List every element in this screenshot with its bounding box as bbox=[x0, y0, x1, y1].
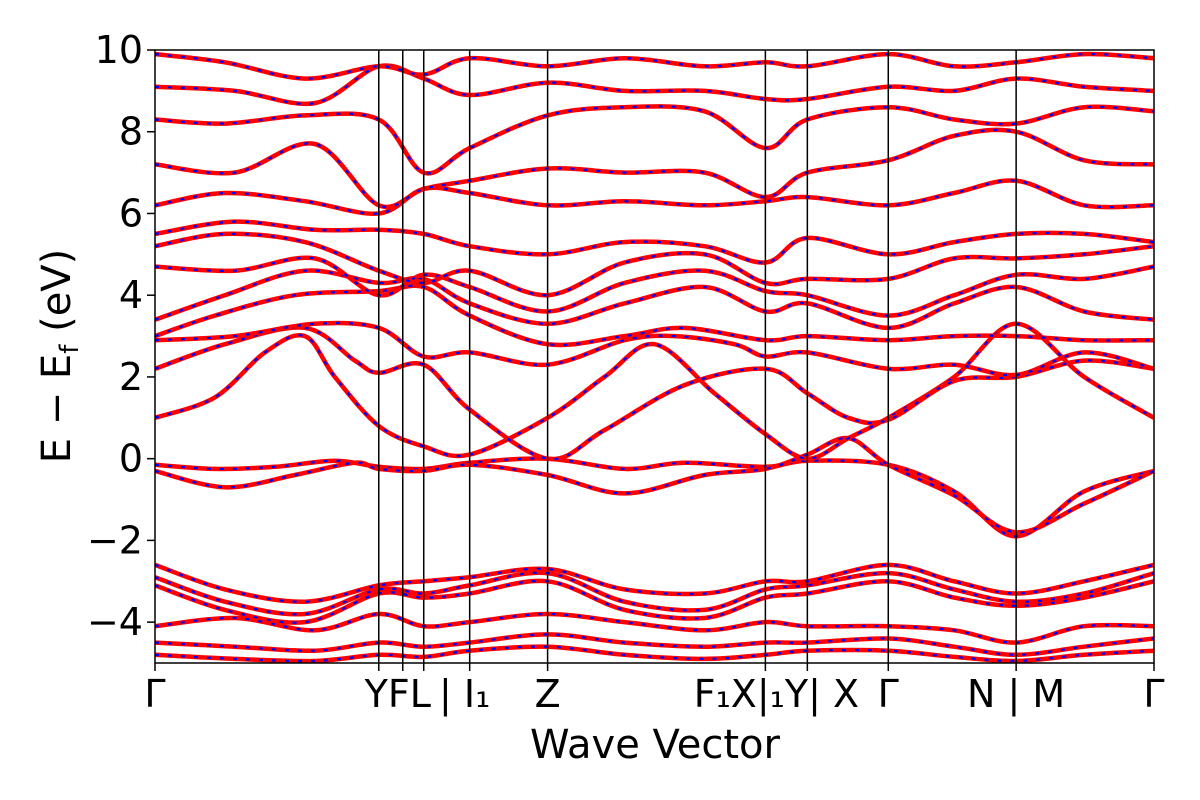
band-line-dashed bbox=[155, 220, 1154, 264]
x-tick-label: N | M bbox=[967, 672, 1065, 717]
band-line-dashed bbox=[155, 457, 1154, 538]
y-tick-label: 0 bbox=[119, 437, 143, 481]
band-line-solid bbox=[155, 321, 1154, 461]
band-line-dashed bbox=[155, 326, 1154, 461]
plot-frame bbox=[154, 49, 1155, 664]
band-line-dashed bbox=[155, 284, 1154, 347]
y-tick-label: −4 bbox=[87, 600, 143, 644]
band-line-dashed bbox=[155, 437, 1154, 534]
band-line-dashed bbox=[155, 256, 1154, 317]
y-tick-label: 10 bbox=[95, 28, 143, 72]
band-line-dashed bbox=[155, 321, 1154, 377]
y-tick-label: 6 bbox=[119, 191, 143, 235]
band-line-solid bbox=[155, 611, 1154, 645]
band-line-solid bbox=[155, 632, 1154, 658]
x-tick-label: F₁X|₁Y| X bbox=[694, 672, 859, 717]
y-axis-label: E − Ef (eV) bbox=[34, 249, 85, 464]
y-tick-label: 8 bbox=[119, 110, 143, 154]
x-tick-label: Γ bbox=[1143, 672, 1164, 716]
x-tick-label: Γ bbox=[144, 672, 165, 716]
band-line-solid bbox=[155, 562, 1154, 604]
band-line-solid bbox=[155, 178, 1154, 216]
band-line-dashed bbox=[155, 64, 1154, 105]
y-tick-label: 4 bbox=[119, 273, 143, 317]
kpoint-separator-lines bbox=[378, 50, 1017, 663]
x-tick-label: | I₁ bbox=[439, 672, 490, 717]
band-line-solid bbox=[155, 63, 1154, 107]
band-line-solid bbox=[155, 435, 1154, 535]
band-line-dashed bbox=[155, 52, 1154, 80]
x-axis-label: Wave Vector bbox=[530, 722, 781, 768]
band-line-dashed bbox=[155, 105, 1154, 175]
band-line-dashed bbox=[155, 322, 1154, 460]
band-line-solid bbox=[155, 570, 1154, 617]
band-line-solid bbox=[155, 456, 1154, 539]
band-line-solid bbox=[155, 268, 1154, 331]
band-line-solid bbox=[155, 51, 1154, 81]
band-line-dashed bbox=[155, 645, 1154, 663]
y-axis-label-main: E − E bbox=[34, 354, 80, 464]
y-axis-label-unit: (eV) bbox=[34, 249, 80, 345]
y-tick-label: 2 bbox=[119, 355, 143, 399]
x-axis: Γ YFL | I₁ Z F₁X|₁Y| X Γ N | M Γ bbox=[144, 663, 1165, 717]
x-tick-label: Z bbox=[535, 672, 561, 716]
band-line-solid bbox=[155, 104, 1154, 176]
x-tick-label: Γ bbox=[878, 672, 899, 716]
y-axis: −4 −2 0 2 4 6 8 10 bbox=[87, 28, 155, 644]
band-line-dashed bbox=[155, 179, 1154, 215]
band-line-dashed bbox=[155, 563, 1154, 603]
band-line-dashed bbox=[155, 633, 1154, 656]
band-line-solid bbox=[155, 127, 1154, 210]
x-tick-label: YFL bbox=[364, 672, 431, 716]
band-lines bbox=[155, 51, 1154, 663]
band-line-dashed bbox=[155, 579, 1154, 624]
band-line-dashed bbox=[155, 232, 1154, 297]
y-axis-label-sub: f bbox=[55, 344, 85, 354]
y-tick-label: −2 bbox=[87, 518, 143, 562]
band-line-dashed bbox=[155, 128, 1154, 209]
band-line-solid bbox=[155, 325, 1154, 462]
